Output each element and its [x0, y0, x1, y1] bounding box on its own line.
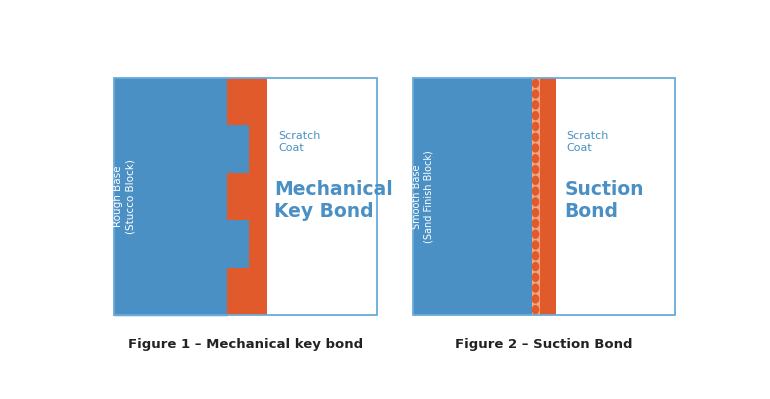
Circle shape: [532, 306, 538, 314]
Text: Scratch
Coat: Scratch Coat: [278, 131, 320, 153]
Bar: [114, 125, 249, 173]
Text: Smooth Base
(Sand Finish Block): Smooth Base (Sand Finish Block): [412, 150, 434, 243]
Bar: [114, 78, 377, 315]
Circle shape: [532, 90, 538, 98]
Circle shape: [532, 219, 538, 227]
Polygon shape: [114, 78, 249, 315]
Bar: [114, 78, 377, 315]
Text: Rough Base
(Stucco Block): Rough Base (Stucco Block): [113, 159, 135, 234]
Circle shape: [532, 112, 538, 120]
Text: Scratch
Coat: Scratch Coat: [567, 131, 609, 153]
Circle shape: [532, 133, 538, 141]
Bar: [556, 78, 675, 315]
Circle shape: [532, 209, 538, 217]
Circle shape: [532, 295, 538, 303]
Circle shape: [532, 252, 538, 260]
Bar: [532, 78, 540, 315]
Circle shape: [532, 263, 538, 271]
Circle shape: [532, 230, 538, 238]
Circle shape: [532, 187, 538, 195]
Circle shape: [532, 155, 538, 163]
Circle shape: [532, 122, 538, 130]
Bar: [413, 78, 675, 315]
Circle shape: [532, 273, 538, 281]
Circle shape: [532, 176, 538, 184]
Circle shape: [532, 101, 538, 109]
Bar: [226, 78, 267, 315]
Circle shape: [532, 144, 538, 152]
Circle shape: [532, 284, 538, 292]
Text: Figure 1 – Mechanical key bond: Figure 1 – Mechanical key bond: [128, 338, 363, 351]
Bar: [413, 78, 532, 315]
Circle shape: [532, 79, 538, 87]
Text: Suction
Bond: Suction Bond: [564, 180, 644, 221]
Text: Figure 2 – Suction Bond: Figure 2 – Suction Bond: [455, 338, 633, 351]
Bar: [413, 78, 675, 315]
Circle shape: [532, 198, 538, 206]
Text: Mechanical
Key Bond: Mechanical Key Bond: [274, 180, 393, 221]
Bar: [267, 78, 377, 315]
Circle shape: [532, 166, 538, 174]
Bar: [114, 220, 249, 268]
Bar: [540, 78, 556, 315]
Circle shape: [532, 241, 538, 249]
